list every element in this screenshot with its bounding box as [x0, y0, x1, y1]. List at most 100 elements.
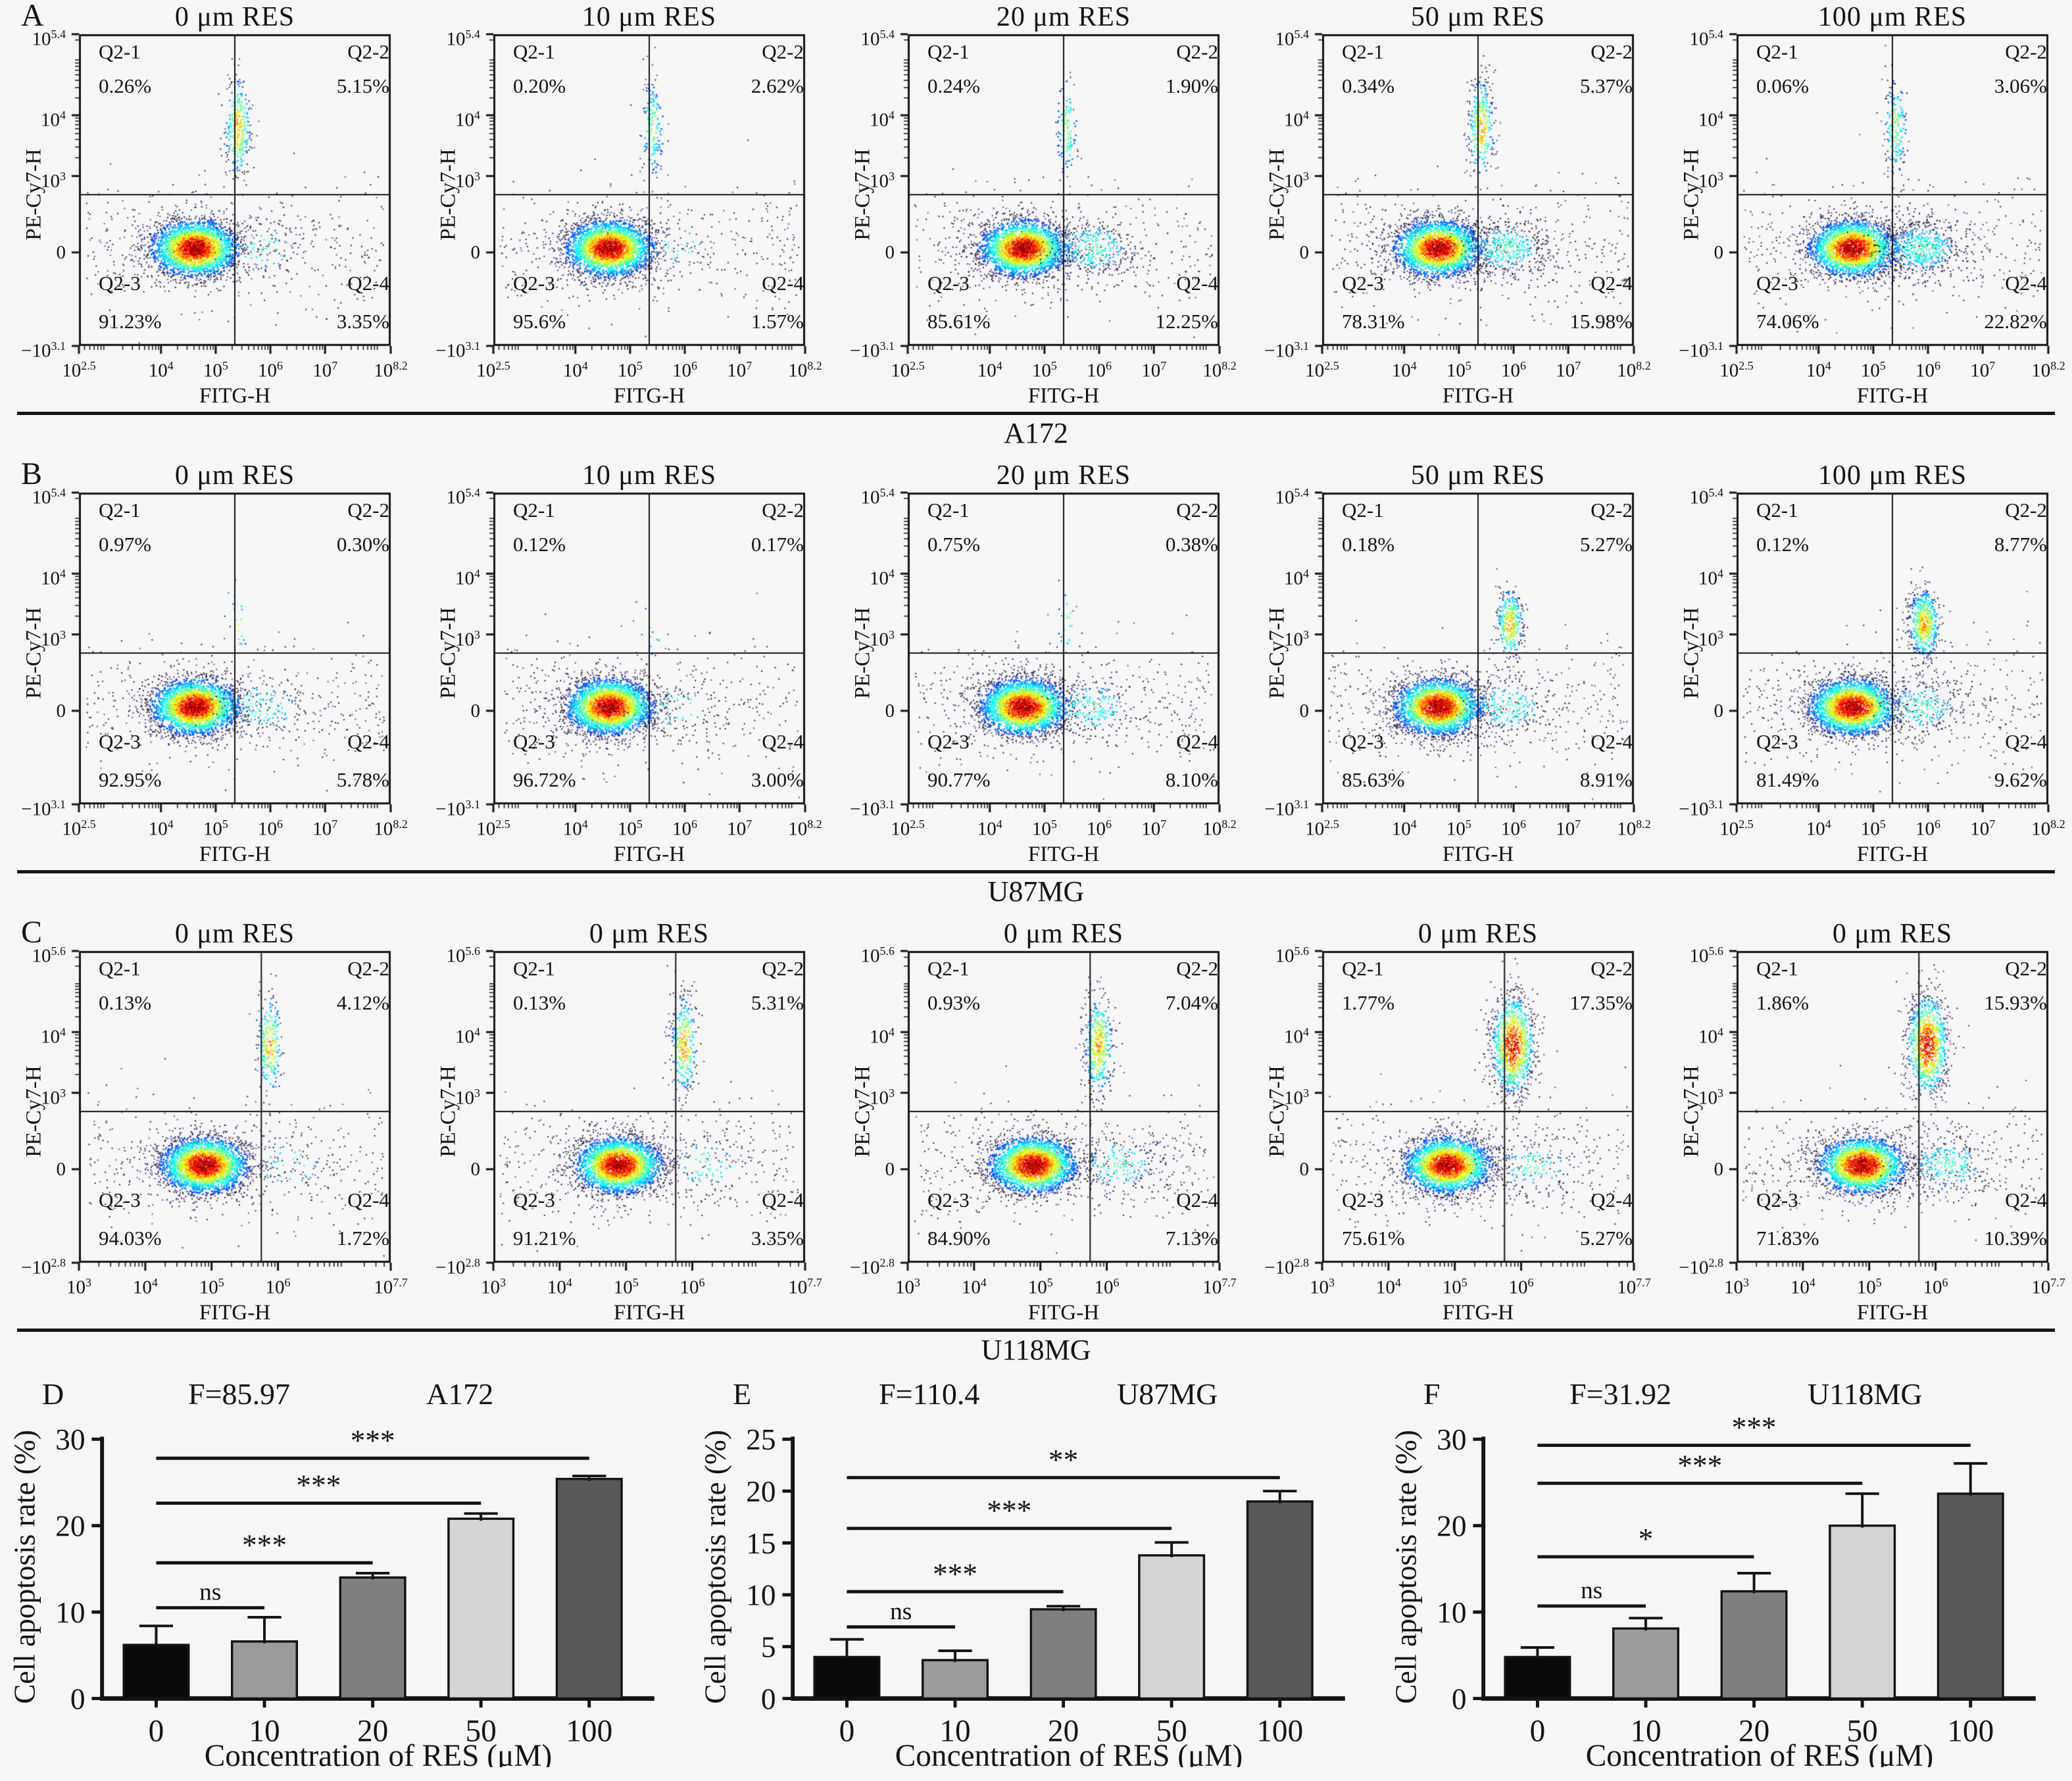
axis-tick-label: 106	[1087, 817, 1112, 840]
x-axis-label: FITG-H	[1856, 1301, 1929, 1325]
bar-chart-row: D F=85.97 A172 0 10 20 30 0 10 20 50 100 ns *** *** ***…	[0, 1377, 2072, 1773]
y-tick-label: 10	[1437, 1596, 1466, 1629]
significance-label: ***	[351, 1424, 395, 1457]
density-scatter-plot	[70, 33, 392, 356]
axis-tick-label: 103	[870, 627, 895, 650]
axis-tick-label: 105	[617, 359, 643, 381]
bar	[1138, 1554, 1206, 1700]
plot-title: 0 μm RES	[1003, 919, 1124, 949]
x-tick-label: 10	[939, 1715, 970, 1749]
axis-tick-label: 106	[1094, 1276, 1120, 1298]
axis-tick-label: 105	[613, 1276, 639, 1298]
axis-tick-label: 105.4	[32, 28, 66, 50]
axis-tick-label: 108.2	[1202, 359, 1237, 381]
axis-tick-label: 108.2	[1617, 359, 1651, 381]
axis-tick-label: 106	[672, 817, 698, 840]
y-tick-label: 0	[70, 1682, 86, 1715]
axis-tick-label: 103	[1310, 1276, 1335, 1298]
flow-plot: B 0 μm RES PE-Cy7-H 105.4 104 103 0 −103.1 102.5…	[0, 456, 414, 867]
y-axis-label: PE-Cy7-H	[851, 149, 875, 241]
significance-label: ***	[1732, 1411, 1777, 1444]
flow-plot: 0 μm RES PE-Cy7-H 105.6 104 103 0 −102.8 103 104…	[1243, 917, 1658, 1326]
axis-tick-label: 102.5	[476, 817, 510, 840]
flow-plot: 10 μm RES PE-Cy7-H 105.4 104 103 0 −103.1 102.5…	[414, 0, 829, 409]
axis-tick-label: 105.4	[860, 486, 895, 508]
axis-tick-label: 0	[885, 1158, 895, 1180]
x-axis-label: FITG-H	[1856, 384, 1929, 408]
axis-tick-label: 103	[455, 627, 480, 650]
density-scatter-plot	[1727, 33, 2050, 356]
axis-tick-label: −102.8	[21, 1256, 66, 1279]
bar	[555, 1478, 623, 1700]
axis-tick-label: 103	[1284, 1086, 1309, 1109]
bar	[231, 1640, 299, 1700]
axis-tick-label: 104	[1806, 359, 1831, 381]
cell-line-label: A172	[426, 1377, 494, 1411]
x-axis-label: FITG-H	[1856, 842, 1929, 866]
axis-tick-label: 107	[312, 359, 338, 381]
axis-tick-label: 105	[199, 1276, 224, 1298]
axis-tick-label: 104	[1284, 567, 1309, 589]
axis-tick-label: 104	[41, 567, 66, 589]
axis-tick-label: 107.7	[2031, 1276, 2065, 1298]
axis-tick-label: 106	[1501, 817, 1527, 840]
y-tick-label: 20	[1437, 1510, 1466, 1543]
axis-tick-label: 104	[977, 817, 1002, 840]
axis-tick-label: 102.5	[1305, 817, 1339, 840]
axis-tick-label: 0	[56, 700, 66, 721]
axis-tick-label: 103	[1698, 169, 1723, 192]
flow-plot: 0 μm RES PE-Cy7-H 105.6 104 103 0 −102.8 103 104…	[829, 917, 1243, 1326]
significance-label: ***	[987, 1494, 1031, 1527]
plot-title: 50 μm RES	[1410, 2, 1546, 32]
bar	[1936, 1492, 2004, 1700]
axis-tick-label: 103	[1698, 627, 1723, 650]
significance-label: ns	[890, 1598, 912, 1625]
x-axis-label: FITG-H	[1442, 1301, 1514, 1325]
axis-tick-label: −103.1	[1679, 339, 1723, 362]
axis-tick-label: 107	[1970, 817, 1996, 840]
axis-tick-label: 107.7	[1617, 1276, 1651, 1298]
axis-tick-label: 0	[56, 241, 66, 263]
flow-plot: 100 μm RES PE-Cy7-H 105.4 104 103 0 −103.1 102.…	[1658, 0, 2072, 409]
bar	[1720, 1590, 1788, 1700]
x-axis-label: FITG-H	[199, 384, 271, 408]
axis-tick-label: 106	[1508, 1276, 1534, 1298]
axis-tick-label: 106	[1915, 817, 1941, 840]
axis-tick-label: 104	[132, 1276, 158, 1298]
x-tick-label: 100	[1256, 1715, 1303, 1749]
axis-tick-label: 105	[1027, 1276, 1053, 1298]
plot-title: 20 μm RES	[996, 460, 1131, 491]
axis-tick-label: 0	[885, 241, 895, 263]
axis-tick-label: 107	[312, 817, 338, 840]
axis-tick-label: 102.5	[1719, 359, 1754, 381]
x-axis-label: FITG-H	[613, 842, 685, 866]
axis-tick-label: 107.7	[374, 1276, 408, 1298]
axis-tick-label: 0	[1299, 241, 1310, 263]
bar	[1829, 1525, 1896, 1700]
axis-tick-label: 107	[1141, 359, 1167, 381]
y-tick-label: 0	[1452, 1682, 1467, 1715]
y-tick-label: 20	[746, 1475, 776, 1508]
axis-tick-label: 105	[1860, 359, 1886, 381]
flow-plot: 20 μm RES PE-Cy7-H 105.4 104 103 0 −103.1 102.5…	[829, 458, 1243, 867]
y-axis-label: PE-Cy7-H	[1679, 149, 1704, 241]
axis-tick-label: 102.5	[62, 359, 96, 381]
axis-tick-label: 105.4	[1689, 486, 1723, 508]
axis-tick-label: 108.2	[374, 359, 408, 381]
cell-line-label: U118MG	[981, 1334, 1091, 1366]
axis-tick-label: 104	[455, 567, 480, 589]
axis-tick-label: 108.2	[2031, 359, 2065, 381]
bar-chart-svg: 0 10 20 30 0 10 20 50 100 ns *** *** *** Concentratio…	[9, 1423, 654, 1773]
x-tick-label: 50	[1847, 1715, 1878, 1749]
axis-tick-label: 105.6	[1689, 944, 1723, 967]
significance-label: ns	[1581, 1577, 1602, 1604]
density-scatter-plot	[484, 491, 806, 815]
x-tick-label: 100	[1947, 1715, 1994, 1749]
x-tick-label: 10	[249, 1715, 280, 1749]
flow-plot: 10 μm RES PE-Cy7-H 105.4 104 103 0 −103.1 102.5…	[414, 458, 829, 867]
